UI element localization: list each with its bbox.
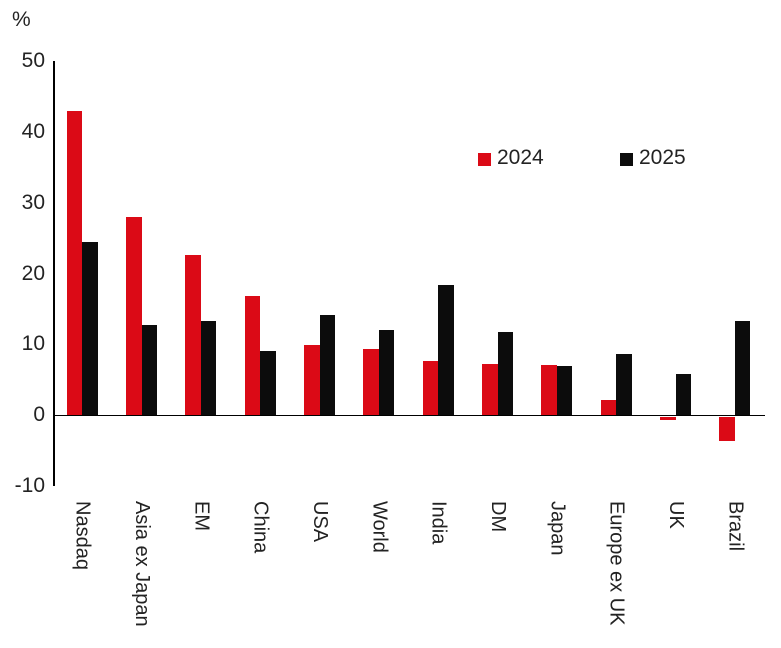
x-axis-zero-line bbox=[53, 414, 765, 416]
bar-2024-europe-ex-uk bbox=[600, 400, 617, 416]
y-tick-0: 0 bbox=[33, 403, 45, 427]
bar-2025-uk bbox=[675, 374, 692, 416]
y-tick-30: 30 bbox=[21, 190, 45, 214]
x-label-china: China bbox=[249, 501, 272, 554]
bar-2025-india bbox=[438, 285, 454, 416]
bar-2025-world bbox=[378, 329, 395, 416]
bar-2024-india bbox=[422, 361, 439, 416]
x-label-japan: Japan bbox=[546, 501, 569, 556]
x-label-uk: UK bbox=[665, 501, 687, 529]
bar-2025-china bbox=[260, 350, 276, 416]
y-tick-40: 40 bbox=[21, 120, 45, 144]
x-label-brazil: Brazil bbox=[724, 501, 747, 552]
legend-swatch-2024 bbox=[478, 153, 491, 166]
y-tick--10: -10 bbox=[14, 473, 45, 497]
x-label-dm: DM bbox=[487, 501, 509, 533]
bar-2024-asia-ex-japan bbox=[126, 217, 142, 416]
bar-2024-china bbox=[244, 296, 261, 416]
y-axis-line bbox=[53, 61, 55, 486]
x-label-world: World bbox=[368, 501, 391, 553]
x-label-usa: USA bbox=[309, 501, 331, 543]
bar-2025-japan bbox=[556, 366, 573, 416]
y-tick-50: 50 bbox=[21, 49, 45, 73]
bar-2024-nasdaq bbox=[66, 110, 83, 416]
x-label-em: EM bbox=[190, 501, 213, 531]
y-axis-unit-label: % bbox=[12, 8, 31, 31]
bar-2024-usa bbox=[304, 345, 320, 416]
legend-label-2025: 2025 bbox=[639, 146, 686, 169]
bar-2024-brazil bbox=[719, 416, 735, 441]
bar-2024-world bbox=[363, 349, 379, 416]
bar-2025-asia-ex-japan bbox=[141, 325, 158, 416]
y-tick-10: 10 bbox=[21, 332, 45, 356]
bar-2024-uk bbox=[660, 416, 676, 421]
legend-label-2024: 2024 bbox=[497, 146, 544, 169]
x-label-india: India bbox=[427, 501, 450, 545]
y-tick-20: 20 bbox=[21, 261, 45, 285]
bar-2025-nasdaq bbox=[82, 241, 98, 416]
bar-2025-em bbox=[200, 321, 217, 416]
bar-2024-dm bbox=[482, 364, 498, 416]
legend-swatch-2025 bbox=[620, 153, 633, 166]
bar-2025-europe-ex-uk bbox=[616, 354, 632, 416]
bar-2024-em bbox=[185, 255, 201, 416]
x-label-europe-ex-uk: Europe ex UK bbox=[605, 501, 628, 626]
bar-2025-usa bbox=[319, 315, 336, 416]
bar-2025-brazil bbox=[734, 321, 751, 416]
x-label-nasdaq: Nasdaq bbox=[71, 501, 94, 570]
x-label-asia-ex-japan: Asia ex Japan bbox=[131, 501, 153, 627]
bar-2024-japan bbox=[541, 364, 557, 416]
bar-2025-dm bbox=[497, 331, 514, 416]
